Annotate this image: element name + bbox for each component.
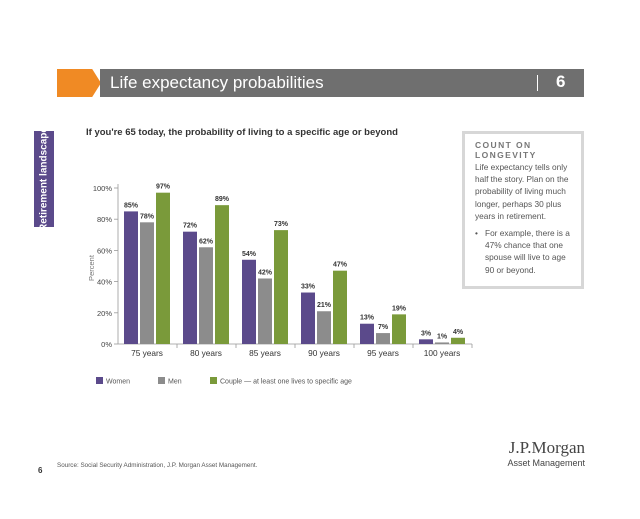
data-label: 42% <box>258 269 273 276</box>
legend-swatch <box>210 377 217 384</box>
x-tick-label: 95 years <box>367 348 399 358</box>
data-label: 4% <box>453 329 464 336</box>
bar <box>392 314 406 344</box>
callout-body: Life expectancy tells only half the stor… <box>475 162 569 221</box>
bar <box>183 231 197 344</box>
x-tick-label: 90 years <box>308 348 340 358</box>
bar <box>360 323 374 344</box>
y-tick-label: 80% <box>97 215 112 224</box>
data-label: 1% <box>437 333 448 340</box>
x-tick-label: 85 years <box>249 348 281 358</box>
legend-label: Men <box>168 379 182 386</box>
page-title: Life expectancy probabilities <box>110 73 324 92</box>
data-label: 85% <box>124 202 139 209</box>
legend-swatch <box>158 377 165 384</box>
bar <box>274 230 288 344</box>
bar <box>435 342 449 344</box>
logo-wordmark: J.P.Morgan <box>508 438 585 457</box>
data-label: 21% <box>317 302 332 309</box>
bar <box>376 333 390 344</box>
bar <box>124 211 138 344</box>
bar <box>419 339 433 344</box>
side-tab <box>34 131 54 227</box>
y-tick-label: 20% <box>97 309 112 318</box>
y-tick-label: 0% <box>101 340 112 349</box>
bar <box>215 205 229 344</box>
bar <box>451 337 465 344</box>
callout-bullet-text: For example, there is a 47% chance that … <box>485 228 570 275</box>
header-page-number: 6 <box>556 72 566 91</box>
x-tick-label: 75 years <box>131 348 163 358</box>
jpmorgan-logo: J.P.Morgan Asset Management <box>505 439 585 469</box>
x-tick-label: 100 years <box>424 348 460 358</box>
callout-box: COUNT ON LONGEVITY Life expectancy tells… <box>462 131 584 289</box>
data-label: 33% <box>301 284 316 291</box>
footer-page-number: 6 <box>38 466 43 475</box>
legend-label: Women <box>106 379 130 386</box>
header-accent-arrow <box>57 69 101 97</box>
data-label: 3% <box>421 330 432 337</box>
data-label: 7% <box>378 324 389 331</box>
y-tick-label: 60% <box>97 246 112 255</box>
source-note: Source: Social Security Administration, … <box>57 462 258 469</box>
x-tick-label: 80 years <box>190 348 222 358</box>
bar <box>258 278 272 344</box>
bullet-icon: • <box>475 228 478 238</box>
data-label: 54% <box>242 251 257 258</box>
y-axis-title: Percent <box>87 254 96 281</box>
data-label: 89% <box>215 196 230 203</box>
legend-swatch <box>96 377 103 384</box>
data-label: 72% <box>183 223 198 230</box>
logo-subtitle: Asset Management <box>507 458 585 468</box>
header-divider <box>537 75 538 91</box>
data-label: 47% <box>333 262 348 269</box>
y-tick-label: 40% <box>97 278 112 287</box>
bar <box>333 270 347 344</box>
bar <box>242 259 256 344</box>
data-label: 97% <box>156 184 171 191</box>
chart-title: If you're 65 today, the probability of l… <box>86 127 398 138</box>
legend-label: Couple — at least one lives to specific … <box>220 379 352 386</box>
bar <box>199 247 213 344</box>
bar <box>301 292 315 344</box>
bar <box>317 311 331 344</box>
data-label: 73% <box>274 221 289 228</box>
callout-heading: COUNT ON LONGEVITY <box>475 140 537 160</box>
y-tick-label: 100% <box>93 184 113 193</box>
bar <box>140 222 154 344</box>
header-bar <box>100 69 584 97</box>
data-label: 62% <box>199 238 214 245</box>
bar <box>156 192 170 344</box>
data-label: 19% <box>392 305 407 312</box>
data-label: 13% <box>360 315 375 322</box>
data-label: 78% <box>140 213 155 220</box>
